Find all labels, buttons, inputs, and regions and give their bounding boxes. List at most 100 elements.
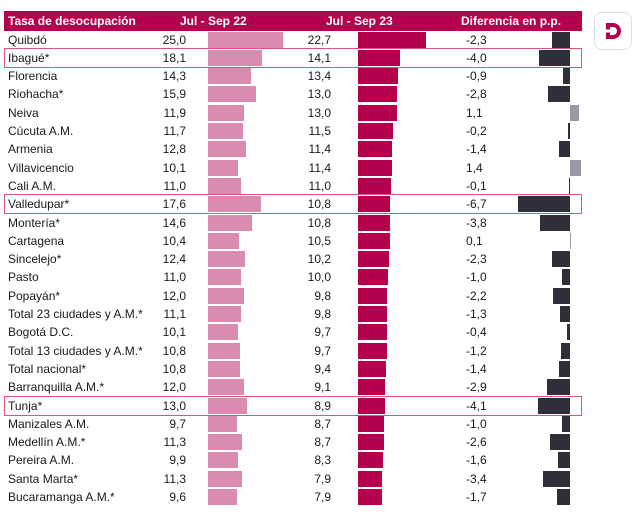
value-2022: 11,3 xyxy=(163,435,186,450)
row-label: Valledupar* xyxy=(8,197,70,212)
bar-2023 xyxy=(358,104,397,121)
bar-2022 xyxy=(208,68,251,85)
value-difference: -4,1 xyxy=(466,398,487,413)
value-2023: 9,1 xyxy=(314,380,331,395)
bar-2023 xyxy=(358,360,387,377)
value-2023: 9,7 xyxy=(314,343,331,358)
bar-difference xyxy=(549,434,570,451)
value-2022: 10,1 xyxy=(162,325,186,340)
bar-2023 xyxy=(358,397,385,414)
bar-2023 xyxy=(358,177,391,194)
value-2022: 11,1 xyxy=(163,307,186,321)
value-2022: 9,9 xyxy=(169,453,186,468)
value-difference: -1,0 xyxy=(466,416,487,431)
bar-difference xyxy=(548,86,570,103)
row-label: Villavicencio xyxy=(8,160,74,175)
row-label: Santa Marta* xyxy=(8,471,79,486)
value-2022: 18,1 xyxy=(162,50,186,65)
bar-2022 xyxy=(208,196,261,213)
value-2023: 10,5 xyxy=(307,233,331,248)
row-label: Popayán* xyxy=(8,288,61,303)
brand-d-logo-icon xyxy=(594,12,632,50)
value-difference: -6,7 xyxy=(466,197,487,212)
bar-difference xyxy=(547,379,570,396)
header-label-column: Tasa de desocupación xyxy=(8,14,136,28)
bar-2023 xyxy=(358,470,382,487)
value-difference: -0,4 xyxy=(466,325,487,340)
bar-2023 xyxy=(358,434,385,451)
value-2022: 25,0 xyxy=(162,32,186,47)
bar-2022 xyxy=(208,452,238,469)
value-2022: 14,6 xyxy=(162,215,186,230)
value-difference: -2,6 xyxy=(466,435,487,450)
bar-2022 xyxy=(208,49,263,66)
value-difference: -1,4 xyxy=(466,142,487,157)
value-difference: -2,8 xyxy=(466,87,487,102)
bar-2022 xyxy=(208,251,246,268)
value-2022: 10,8 xyxy=(162,343,186,358)
bar-2022 xyxy=(208,415,238,432)
bar-2023 xyxy=(358,379,386,396)
value-difference: 1,1 xyxy=(466,105,483,120)
value-2023: 9,8 xyxy=(314,288,331,303)
value-2022: 9,7 xyxy=(169,416,186,431)
row-label: Montería* xyxy=(8,215,61,230)
bar-difference xyxy=(562,269,570,286)
bar-2023 xyxy=(358,31,427,48)
value-2023: 10,2 xyxy=(307,252,331,267)
bar-difference xyxy=(569,177,571,194)
bar-difference xyxy=(559,306,570,322)
bar-2023 xyxy=(358,141,393,158)
bar-difference xyxy=(562,68,570,85)
value-2023: 7,9 xyxy=(314,471,331,486)
value-2023: 11,0 xyxy=(308,178,331,193)
bar-2022 xyxy=(208,159,239,176)
value-2023: 10,8 xyxy=(307,215,331,230)
value-2023: 9,8 xyxy=(314,307,331,321)
value-difference: -1,0 xyxy=(466,270,487,285)
row-label: Pereira A.M. xyxy=(8,453,75,468)
bar-2023 xyxy=(358,452,383,469)
value-difference: -2,3 xyxy=(466,252,487,267)
brand-d-logo-glyph xyxy=(604,23,621,39)
bar-2023 xyxy=(358,269,388,286)
value-2022: 11,0 xyxy=(163,178,186,193)
row-label: Total 13 ciudades y A.M.* xyxy=(8,343,143,358)
bar-2022 xyxy=(208,86,256,103)
bar-difference xyxy=(517,196,570,213)
row-label: Bogotá D.C. xyxy=(8,325,74,340)
value-2023: 14,1 xyxy=(307,50,331,65)
bar-2023 xyxy=(358,251,389,268)
row-label: Riohacha* xyxy=(8,87,64,102)
value-2023: 11,4 xyxy=(308,142,331,157)
bar-2022 xyxy=(208,269,241,286)
bar-2023 xyxy=(358,159,393,176)
value-2022: 11,9 xyxy=(163,105,186,120)
bar-difference xyxy=(559,360,570,377)
row-label: Manizales A.M. xyxy=(8,416,90,431)
value-2022: 10,1 xyxy=(162,160,186,175)
value-2022: 11,3 xyxy=(163,471,186,486)
bar-2022 xyxy=(208,379,244,396)
bar-difference xyxy=(557,452,570,469)
value-2023: 10,8 xyxy=(307,197,331,212)
bar-2022 xyxy=(208,342,241,359)
value-2022: 13,0 xyxy=(162,398,186,413)
row-label: Cartagena xyxy=(8,233,65,248)
bar-2022 xyxy=(208,287,244,304)
row-label: Tunja* xyxy=(8,398,43,413)
row-highlight-frame xyxy=(4,194,582,215)
value-2023: 8,9 xyxy=(314,398,331,413)
bar-2023 xyxy=(358,214,391,231)
bar-2023 xyxy=(358,415,385,432)
row-label: Cali A.M. xyxy=(8,178,57,193)
value-2022: 10,8 xyxy=(162,361,186,376)
value-difference: -1,3 xyxy=(466,307,487,321)
value-2023: 11,5 xyxy=(308,124,331,138)
value-difference: -4,0 xyxy=(466,50,487,65)
row-label: Ibagué* xyxy=(8,50,50,65)
bar-2022 xyxy=(208,214,252,231)
value-2022: 12,0 xyxy=(162,380,186,395)
header-col-difference: Diferencia en p.p. xyxy=(461,14,562,28)
value-2023: 13,0 xyxy=(307,87,331,102)
